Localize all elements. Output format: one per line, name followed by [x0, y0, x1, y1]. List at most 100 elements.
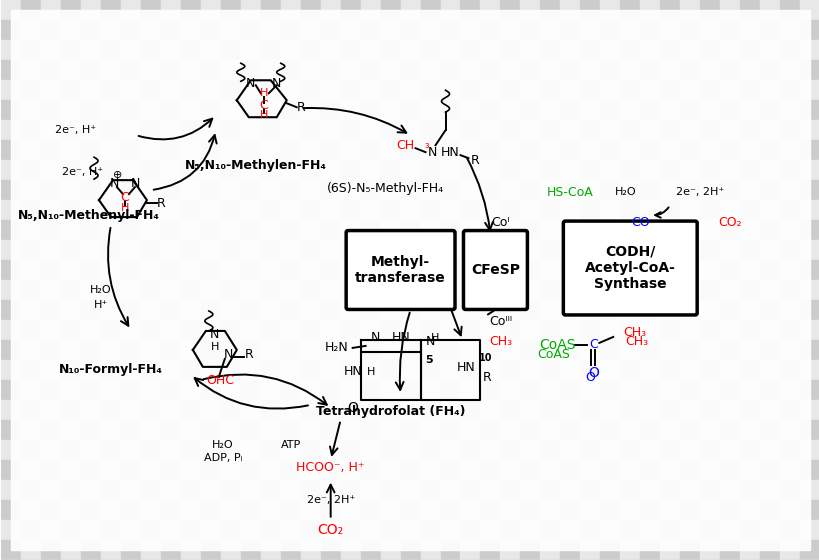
Bar [161, 340, 181, 360]
Bar [740, 300, 759, 320]
Bar [1, 140, 21, 160]
Bar [21, 80, 41, 100]
Bar [61, 100, 81, 120]
Text: N: N [109, 176, 119, 190]
Bar [320, 500, 340, 520]
Bar [799, 420, 819, 440]
Bar [580, 220, 600, 240]
Bar [440, 240, 460, 260]
Bar [1, 520, 21, 540]
Bar [420, 340, 440, 360]
Bar [540, 160, 559, 180]
Bar [540, 220, 559, 240]
Bar [241, 200, 260, 220]
Bar [141, 480, 161, 500]
Bar [699, 120, 719, 140]
Text: Coᴵᴵᴵ: Coᴵᴵᴵ [488, 315, 511, 329]
Bar [340, 420, 360, 440]
Bar [559, 280, 580, 300]
Bar [141, 100, 161, 120]
Bar [659, 240, 680, 260]
Bar [101, 60, 121, 80]
Bar [220, 240, 241, 260]
Bar [141, 300, 161, 320]
Bar [559, 220, 580, 240]
Bar [680, 260, 699, 280]
Bar [600, 40, 619, 60]
Bar [600, 160, 619, 180]
Bar [101, 240, 121, 260]
Bar [420, 40, 440, 60]
Bar [21, 300, 41, 320]
Bar [340, 80, 360, 100]
Bar [460, 340, 480, 360]
Bar [520, 1, 540, 20]
Bar [580, 300, 600, 320]
Bar [640, 160, 659, 180]
Bar [81, 220, 101, 240]
Bar [799, 180, 819, 200]
Bar [241, 280, 260, 300]
Bar [121, 480, 141, 500]
Bar [759, 460, 779, 480]
Bar [81, 300, 101, 320]
Bar [520, 420, 540, 440]
Bar [121, 400, 141, 420]
Bar [520, 380, 540, 400]
Bar [779, 220, 799, 240]
Bar [699, 60, 719, 80]
Bar [619, 260, 640, 280]
Bar [779, 180, 799, 200]
Bar [500, 340, 520, 360]
Bar [460, 360, 480, 380]
Bar [719, 460, 740, 480]
Bar [480, 380, 500, 400]
Bar [619, 500, 640, 520]
Bar [680, 240, 699, 260]
Bar [280, 80, 301, 100]
Bar [699, 180, 719, 200]
Bar [301, 500, 320, 520]
Bar [101, 440, 121, 460]
Bar [301, 60, 320, 80]
Bar [380, 240, 400, 260]
Bar [640, 440, 659, 460]
Bar [440, 340, 460, 360]
Bar [121, 40, 141, 60]
Bar [580, 280, 600, 300]
Text: H: H [260, 110, 268, 120]
Bar [301, 100, 320, 120]
Bar [320, 80, 340, 100]
Bar [1, 480, 21, 500]
Bar [580, 100, 600, 120]
Bar [559, 300, 580, 320]
Bar [500, 260, 520, 280]
Bar [201, 440, 220, 460]
Bar [41, 120, 61, 140]
Bar [280, 300, 301, 320]
Bar [640, 540, 659, 559]
Bar [41, 400, 61, 420]
Bar [201, 80, 220, 100]
Bar [161, 240, 181, 260]
Bar [280, 160, 301, 180]
Bar [740, 240, 759, 260]
Bar [360, 180, 380, 200]
Bar [699, 260, 719, 280]
Bar [540, 420, 559, 440]
Bar [500, 480, 520, 500]
Bar [600, 120, 619, 140]
FancyArrowPatch shape [329, 422, 340, 455]
Bar [680, 120, 699, 140]
Bar [580, 520, 600, 540]
Bar [320, 420, 340, 440]
Bar [440, 140, 460, 160]
Bar [440, 40, 460, 60]
Bar [420, 160, 440, 180]
Bar [440, 280, 460, 300]
Bar [779, 540, 799, 559]
Bar [600, 320, 619, 340]
Bar [340, 320, 360, 340]
Bar [540, 280, 559, 300]
Bar [360, 100, 380, 120]
